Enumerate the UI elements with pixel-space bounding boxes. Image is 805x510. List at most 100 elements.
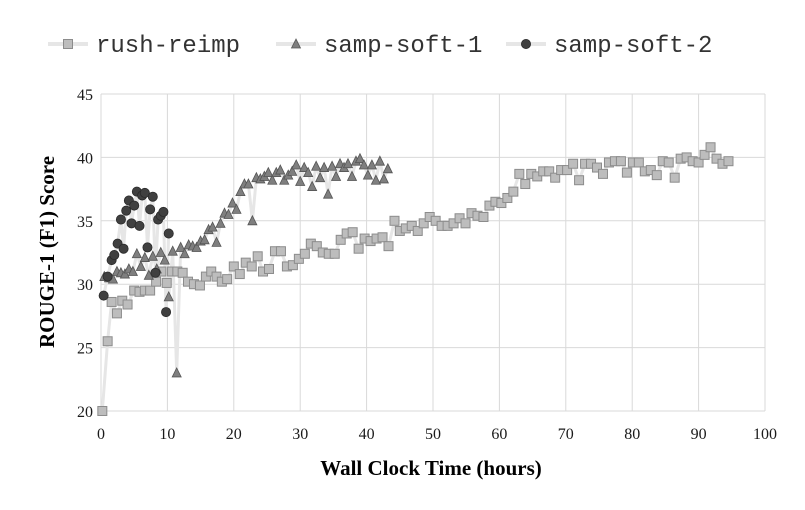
rush-reimp-point <box>615 156 626 167</box>
rush-reimp-point <box>263 263 274 274</box>
rush-reimp-point <box>106 296 117 307</box>
rush-reimp-point <box>353 243 364 254</box>
x-tick-label: 60 <box>491 426 507 443</box>
rush-reimp-point <box>496 198 507 209</box>
samp-soft-1-point <box>171 367 182 378</box>
y-tick-label: 20 <box>77 404 93 421</box>
samp-soft-2-point <box>98 290 109 301</box>
samp-soft-2-point <box>142 242 153 253</box>
legend-label: samp-soft-1 <box>324 33 482 60</box>
rush-reimp-point <box>723 156 734 167</box>
samp-soft-1-point <box>307 180 318 191</box>
rush-reimp-point <box>122 299 133 310</box>
rush-reimp-point <box>311 241 322 252</box>
y-tick-label: 25 <box>77 341 93 358</box>
rush-reimp-point <box>293 253 304 264</box>
rush-reimp-point <box>252 251 263 262</box>
rush-reimp-point <box>329 248 340 259</box>
samp-soft-1-point <box>243 178 254 189</box>
y-tick-label: 45 <box>77 87 93 104</box>
samp-soft-2-point <box>161 307 172 318</box>
y-tick-label: 30 <box>77 277 93 294</box>
rush-reimp-point <box>699 149 710 160</box>
samp-soft-1-point <box>159 254 170 265</box>
samp-soft-1-point <box>215 217 226 228</box>
samp-soft-1-point <box>211 236 222 247</box>
samp-soft-1-point <box>330 170 342 181</box>
legend-swatch-marker <box>521 39 532 50</box>
rush-reimp-point <box>194 280 205 291</box>
samp-soft-1-point <box>139 251 150 262</box>
samp-soft-1-point <box>287 165 298 176</box>
samp-soft-1-point <box>163 290 174 302</box>
rush-reimp-point <box>246 261 257 272</box>
samp-soft-1-point <box>207 221 218 232</box>
samp-soft-1-point <box>155 246 166 257</box>
x-tick-label: 20 <box>226 426 242 443</box>
y-axis-title: ROUGE-1 (F1) Score <box>35 156 59 348</box>
samp-soft-1-point <box>346 170 358 181</box>
rush-reimp-point <box>234 269 245 280</box>
x-tick-label: 80 <box>624 426 640 443</box>
rush-reimp-point <box>514 168 525 179</box>
series-markers <box>97 142 734 416</box>
rush-reimp-point <box>478 211 489 222</box>
samp-soft-1-point <box>354 152 366 164</box>
samp-soft-1-point <box>167 245 178 256</box>
rush-reimp-point <box>389 215 400 226</box>
samp-soft-1-point <box>374 155 386 166</box>
samp-soft-1-point <box>318 161 330 172</box>
legend-swatch-marker <box>290 38 302 49</box>
samp-soft-1-point <box>342 157 354 169</box>
samp-soft-1-point <box>303 166 314 178</box>
rush-reimp-point <box>102 336 113 347</box>
rush-reimp-point <box>287 260 298 271</box>
samp-soft-1-point <box>199 233 210 245</box>
rush-reimp-point <box>418 218 429 229</box>
legend-item-rush-reimp: rush-reimp <box>48 33 240 60</box>
rush-reimp-point <box>97 406 108 416</box>
samp-soft-1-point <box>227 197 238 208</box>
samp-soft-1-point <box>275 164 286 175</box>
samp-soft-2-point <box>121 205 132 216</box>
rush-reimp-point <box>621 167 632 178</box>
rush-reimp-point <box>206 266 217 277</box>
rush-reimp-point <box>669 172 680 183</box>
rush-reimp-point <box>161 277 172 288</box>
samp-soft-1-point <box>147 250 158 261</box>
rush-reimp-point <box>711 153 722 164</box>
samp-soft-1-point <box>131 247 143 259</box>
samp-soft-1-point <box>378 173 390 184</box>
samp-soft-1-point <box>358 159 370 170</box>
samp-soft-2-point <box>158 206 169 217</box>
samp-soft-2-point <box>147 191 158 202</box>
samp-soft-1-point <box>370 174 382 185</box>
rush-reimp-point <box>377 232 388 243</box>
rush-reimp-point <box>705 142 716 153</box>
x-tick-label: 90 <box>691 426 707 443</box>
samp-soft-2-point <box>115 214 126 225</box>
x-tick-label: 50 <box>425 426 441 443</box>
rush-reimp-point <box>335 234 346 245</box>
rush-reimp-point <box>651 170 662 181</box>
rush-reimp-point <box>177 267 188 278</box>
samp-soft-2-point <box>139 187 150 198</box>
x-axis-title: Wall Clock Time (hours) <box>320 456 542 480</box>
samp-soft-1-point <box>119 268 131 279</box>
samp-soft-1-point <box>310 160 322 171</box>
legend-label: rush-reimp <box>96 33 240 60</box>
samp-soft-1-point <box>223 208 234 219</box>
y-tick-label: 35 <box>77 214 93 231</box>
rush-reimp-point <box>550 172 561 183</box>
samp-soft-1-point <box>231 203 242 214</box>
rush-reimp-point <box>663 157 674 168</box>
rush-reimp-point <box>502 192 513 203</box>
x-tick-label: 40 <box>359 426 375 443</box>
rush-reimp-point <box>454 213 465 224</box>
samp-soft-1-point <box>135 260 146 271</box>
rush-reimp-point <box>544 166 555 177</box>
samp-soft-1-point <box>322 188 334 199</box>
samp-soft-1-point <box>382 162 393 174</box>
y-tick-label: 40 <box>77 150 93 167</box>
